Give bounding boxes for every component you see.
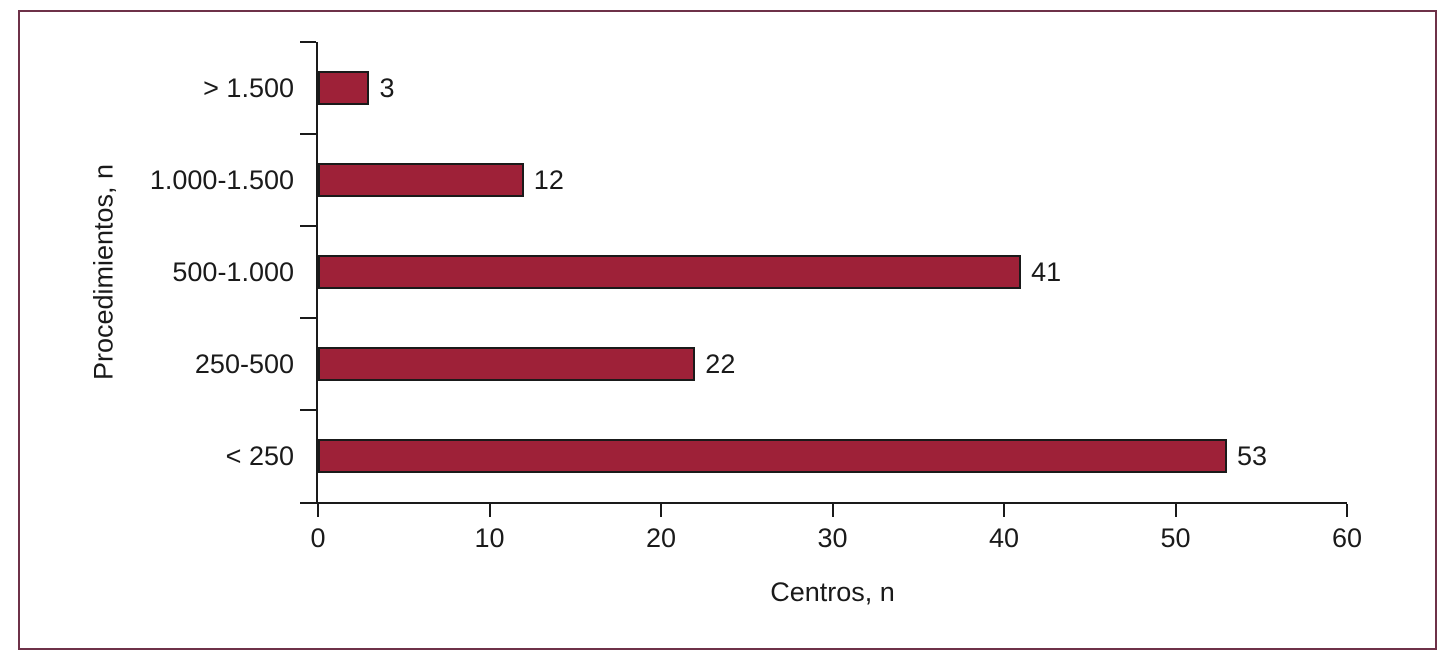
- y-tick: [300, 133, 316, 135]
- x-tick: [317, 504, 319, 517]
- category-label: > 1.500: [203, 73, 294, 103]
- x-tick-label: 10: [474, 523, 505, 553]
- bar-row: 500-1.000 41: [172, 226, 1347, 318]
- category-label: < 250: [225, 441, 294, 471]
- value-label: 22: [705, 349, 736, 379]
- x-tick-label: 0: [310, 523, 326, 553]
- x-tick: [831, 504, 834, 517]
- bar-row: > 1.500 3: [203, 42, 1347, 134]
- value-label: 53: [1236, 441, 1267, 471]
- x-tick-label: 30: [817, 523, 848, 553]
- x-tick: [488, 504, 491, 517]
- x-tick-label: 60: [1331, 523, 1363, 553]
- x-tick: [1003, 504, 1005, 517]
- y-tick: [300, 409, 316, 411]
- chart-frame: [18, 10, 1437, 650]
- y-tick: [300, 41, 316, 43]
- x-axis-title: Centros, n: [770, 577, 895, 607]
- bar-row: 250-500 22: [195, 318, 1347, 410]
- category-label: 250-500: [194, 349, 294, 379]
- x-tick: [1346, 504, 1348, 517]
- bar: [318, 347, 696, 381]
- x-tick-label: 50: [1160, 523, 1191, 553]
- value-label: 12: [533, 165, 564, 195]
- x-axis-line: [300, 502, 1347, 504]
- category-label: 500-1.000: [172, 257, 294, 287]
- y-axis-line: [316, 42, 318, 504]
- category-label: 1.000-1.500: [149, 165, 294, 195]
- x-tick-label: 40: [988, 523, 1020, 553]
- x-tick: [660, 504, 662, 517]
- bar: [318, 71, 370, 105]
- x-tick-label: 20: [645, 523, 677, 553]
- value-label: 3: [379, 73, 395, 103]
- plot-area: > 1.500 3 1.000-1.500 12 500-1.000 41 250-500 2…: [150, 41, 1362, 553]
- y-tick: [300, 317, 316, 319]
- bar-row: < 250 53: [226, 410, 1347, 502]
- x-tick: [1174, 504, 1177, 517]
- bar: [318, 255, 1022, 289]
- y-axis-title: Procedimientos, n: [88, 163, 119, 381]
- bar-row: 1.000-1.500 12: [150, 134, 1347, 226]
- bar: [318, 163, 524, 197]
- bar: [318, 439, 1227, 473]
- value-label: 41: [1031, 257, 1062, 287]
- y-tick: [300, 225, 316, 227]
